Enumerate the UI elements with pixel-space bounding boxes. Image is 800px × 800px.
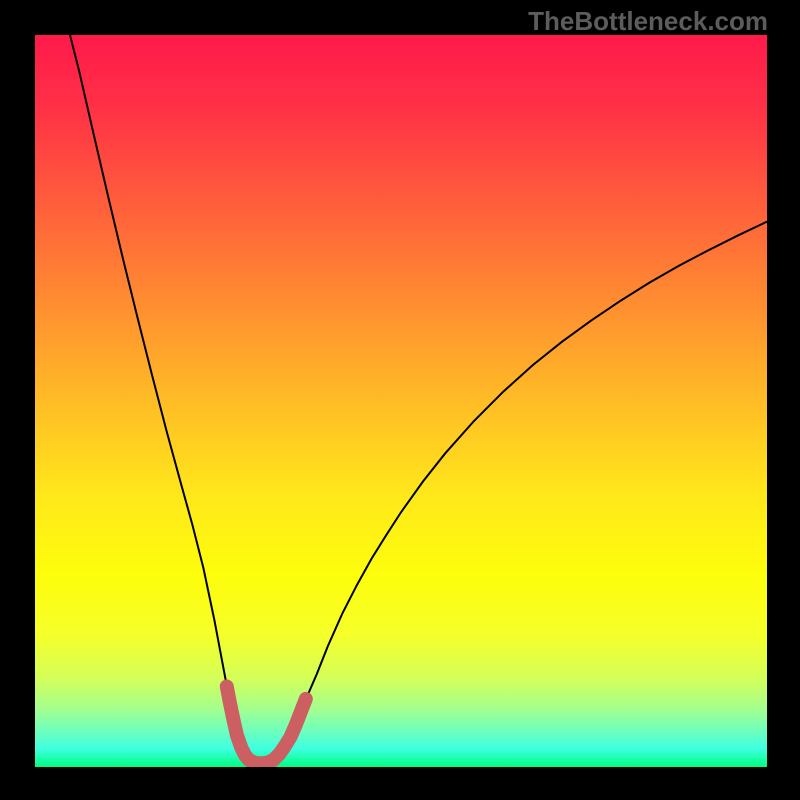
valley-highlight xyxy=(227,686,306,763)
bottleneck-curve xyxy=(70,35,767,763)
curve-layer xyxy=(0,0,800,800)
